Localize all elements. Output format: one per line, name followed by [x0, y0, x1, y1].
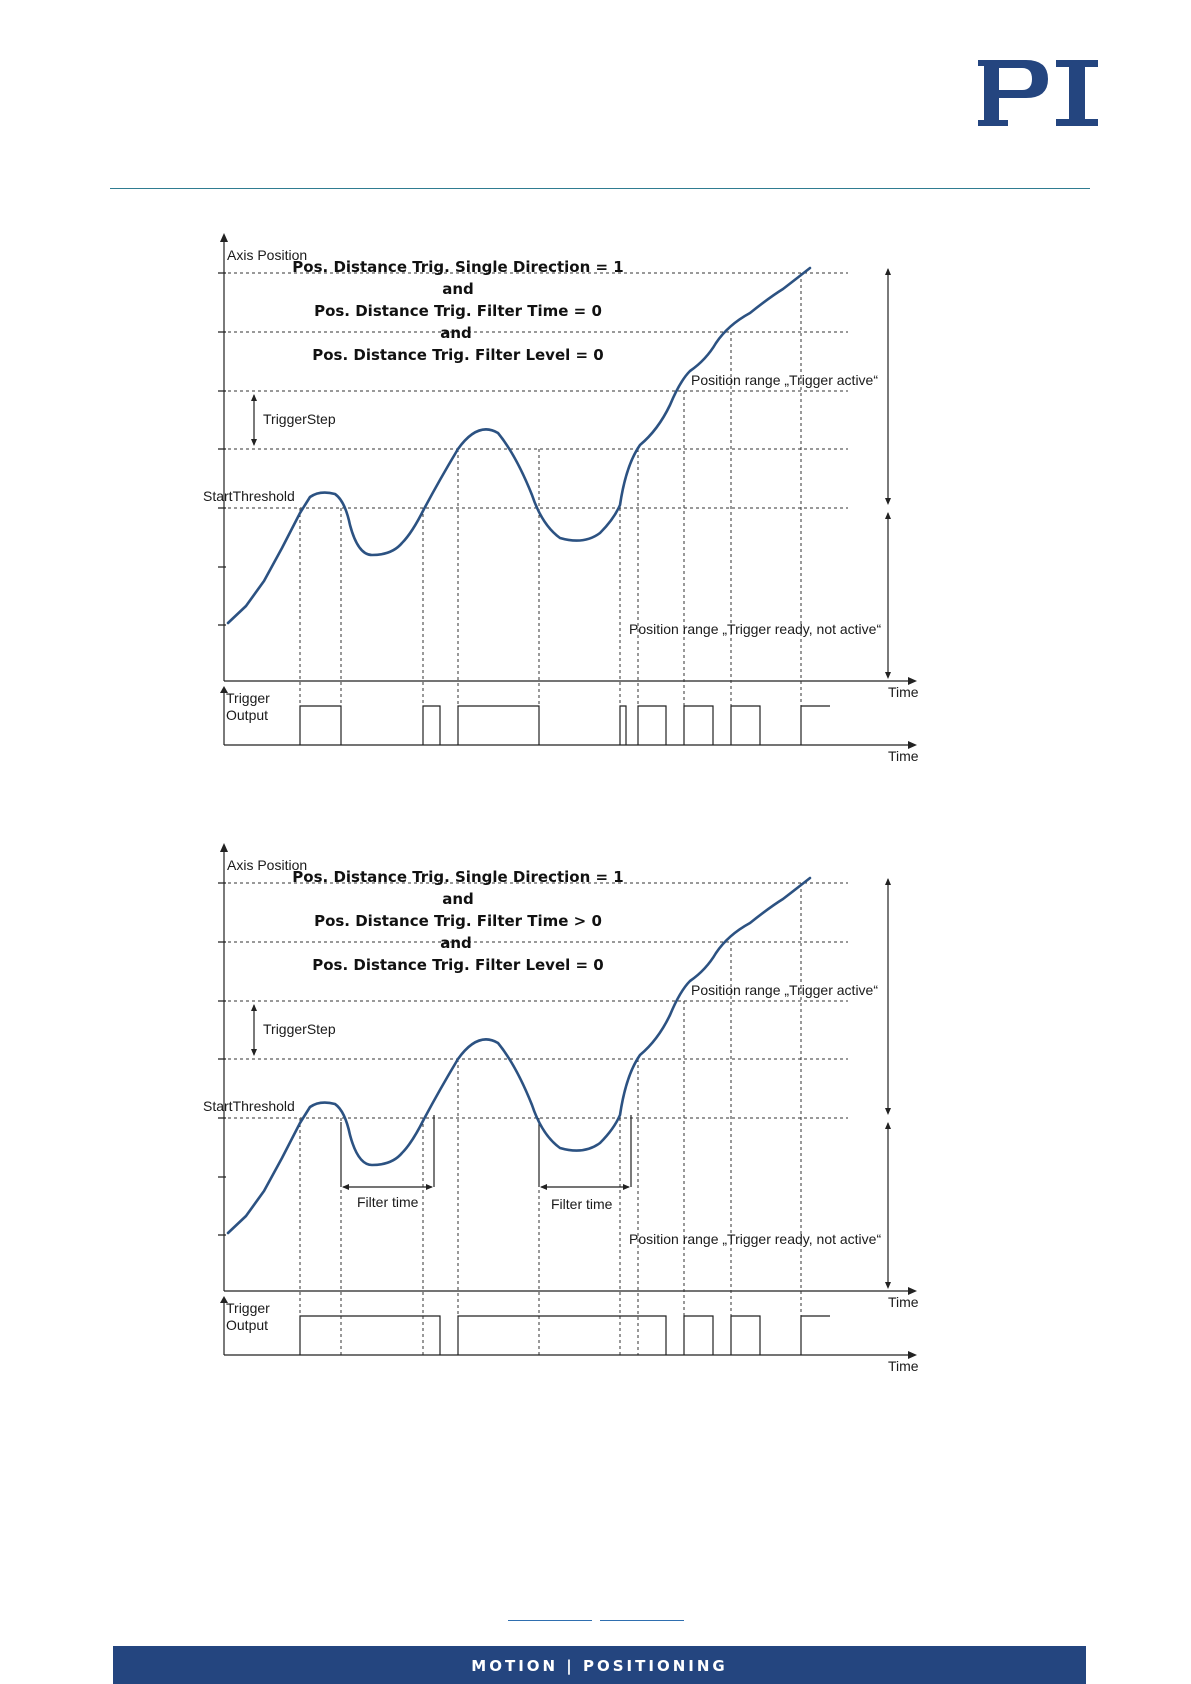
time-label-top: Time [888, 684, 919, 700]
time-label-top: Time [888, 1294, 919, 1310]
title-line-4: and [440, 324, 472, 342]
trigger-output-label-1: Trigger [226, 1300, 270, 1316]
range-active-label: Position range „Trigger active“ [691, 982, 878, 998]
range-active-label: Position range „Trigger active“ [691, 372, 878, 388]
time-label-bottom: Time [888, 1358, 919, 1374]
event-lines [299, 273, 802, 745]
trigger-output-signal [299, 1315, 830, 1355]
range-ready-label: Position range „Trigger ready, not activ… [629, 1231, 881, 1247]
trigger-output-label-1: Trigger [226, 690, 270, 706]
title-line-2: and [442, 280, 474, 298]
axis-position-curve [226, 266, 812, 625]
footer-link-2[interactable] [600, 1620, 684, 1621]
title-line-3: Pos. Distance Trig. Filter Time > 0 [314, 912, 602, 930]
footer-link-underlines [0, 1620, 1191, 1622]
filter-time-label-2: Filter time [551, 1196, 613, 1212]
trigger-output-label-2: Output [226, 1317, 268, 1333]
title-line-1: Pos. Distance Trig. Single Direction = 1 [292, 868, 623, 886]
trigger-diagram-filter-time-zero: Axis Position Pos. Distance Trig. Single… [0, 225, 1191, 785]
axis-position-curve [226, 876, 812, 1235]
event-lines [299, 883, 802, 1355]
title-line-5: Pos. Distance Trig. Filter Level = 0 [312, 346, 603, 364]
title-line-4: and [440, 934, 472, 952]
title-line-1: Pos. Distance Trig. Single Direction = 1 [292, 258, 623, 276]
trigger-output-signal [299, 705, 830, 745]
pi-logo [978, 60, 1098, 126]
trigger-diagram-filter-time-positive: Axis Position Pos. Distance Trig. Single… [0, 835, 1191, 1395]
y-axis-label: Axis Position [227, 857, 307, 873]
trigger-output-label-2: Output [226, 707, 268, 723]
footer-band: MOTION | POSITIONING [113, 1646, 1086, 1684]
title-line-3: Pos. Distance Trig. Filter Time = 0 [314, 302, 602, 320]
title-line-5: Pos. Distance Trig. Filter Level = 0 [312, 956, 603, 974]
footer-tagline: MOTION | POSITIONING [471, 1657, 728, 1675]
start-threshold-label: StartThreshold [203, 488, 295, 504]
footer-link-1[interactable] [508, 1620, 592, 1621]
title-line-2: and [442, 890, 474, 908]
start-threshold-label: StartThreshold [203, 1098, 295, 1114]
time-label-bottom: Time [888, 748, 919, 764]
filter-time-label-1: Filter time [357, 1194, 419, 1210]
y-axis-label: Axis Position [227, 247, 307, 263]
trigger-step-label: TriggerStep [263, 411, 336, 427]
trigger-step-label: TriggerStep [263, 1021, 336, 1037]
range-ready-label: Position range „Trigger ready, not activ… [629, 621, 881, 637]
header-divider [110, 188, 1090, 189]
